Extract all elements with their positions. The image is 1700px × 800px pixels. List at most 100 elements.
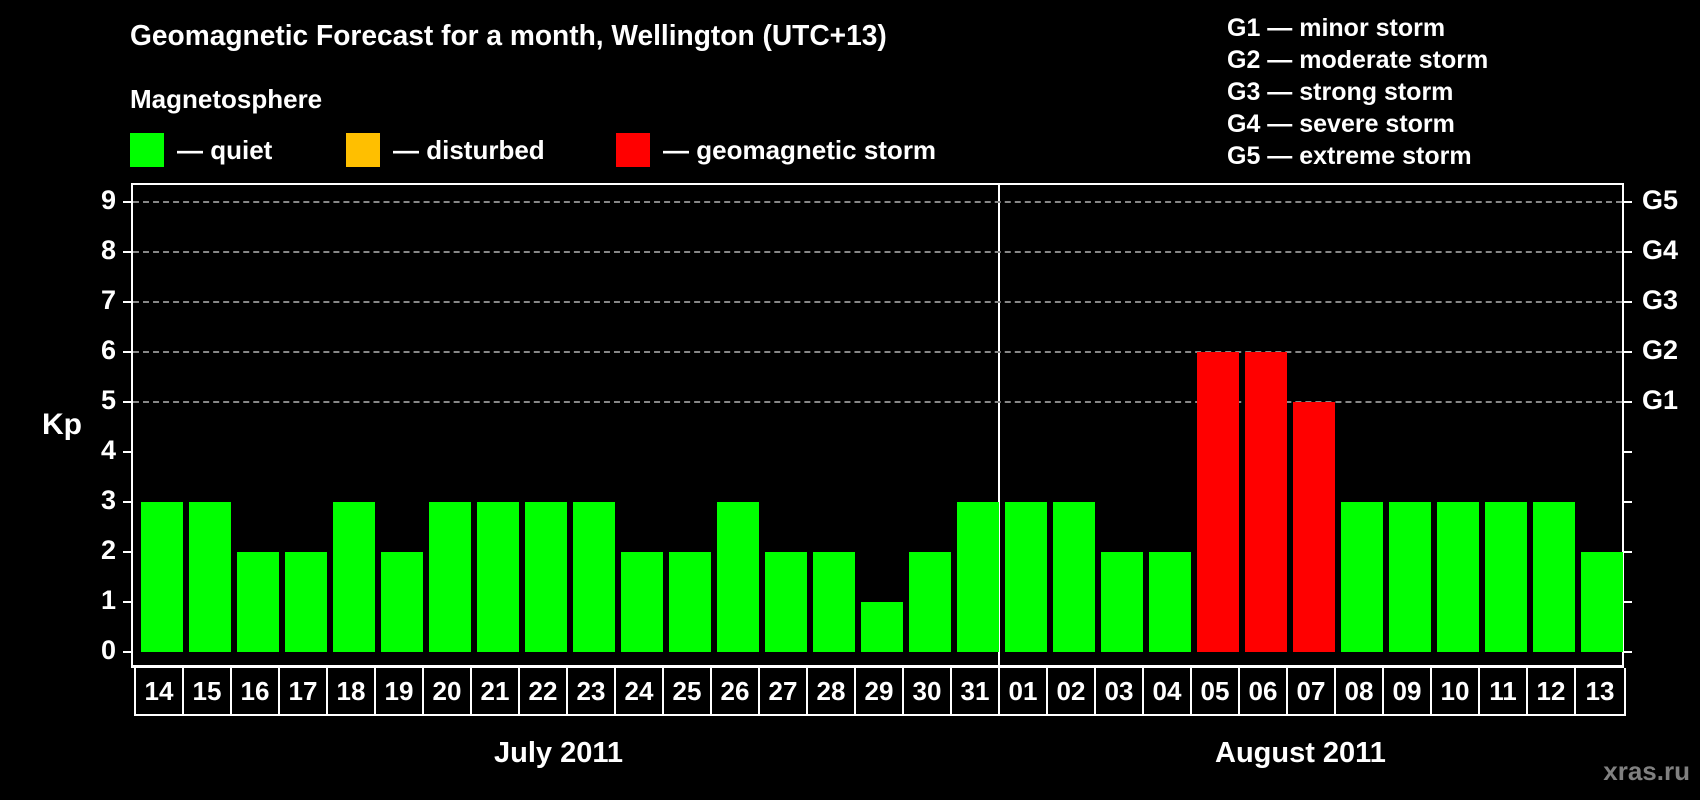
y-tick-label: 8 <box>100 235 116 265</box>
y-tick-label: 4 <box>100 435 116 465</box>
date-label: 09 <box>1384 668 1432 714</box>
storm-scale-g5: G5 — extreme storm <box>1227 142 1472 170</box>
storm-scale-legend: G1 — minor storm G2 — moderate storm G3 … <box>1227 12 1488 172</box>
legend-disturbed-label: — disturbed <box>393 134 545 165</box>
y-tick-label: 1 <box>100 585 116 615</box>
date-label: 14 <box>136 668 184 714</box>
disturbed-swatch-icon <box>346 133 380 167</box>
y-tick-label: 7 <box>100 285 116 315</box>
month-label-july: July 2011 <box>494 737 623 769</box>
bar-12 <box>1533 502 1575 652</box>
bar-08 <box>1341 502 1383 652</box>
date-label: 25 <box>664 668 712 714</box>
date-label: 08 <box>1336 668 1384 714</box>
storm-scale-g1: G1 — minor storm <box>1227 14 1446 42</box>
y-tick-label: 3 <box>100 485 116 515</box>
gridline-g2 <box>133 351 1622 353</box>
bar-14 <box>141 502 183 652</box>
bar-05 <box>1197 352 1239 652</box>
bar-01 <box>1005 502 1047 652</box>
gridline-g5 <box>133 201 1622 203</box>
bar-06 <box>1245 352 1287 652</box>
g-tick-label: G2 <box>1642 335 1679 365</box>
bar-29 <box>861 602 903 652</box>
bar-04 <box>1149 552 1191 652</box>
bar-24 <box>621 552 663 652</box>
date-label: 27 <box>760 668 808 714</box>
right-tick-mark <box>1624 201 1632 203</box>
y-tick-mark <box>123 501 131 503</box>
bar-20 <box>429 502 471 652</box>
right-tick-mark <box>1624 451 1632 453</box>
bar-13 <box>1581 552 1623 652</box>
storm-scale-g3: G3 — strong storm <box>1227 78 1454 106</box>
right-tick-mark <box>1624 301 1632 303</box>
bar-23 <box>573 502 615 652</box>
gridline-g4 <box>133 251 1622 253</box>
bar-26 <box>717 502 759 652</box>
date-label: 18 <box>328 668 376 714</box>
y-tick-mark <box>123 551 131 553</box>
g-tick-label: G4 <box>1642 235 1679 265</box>
bar-02 <box>1053 502 1095 652</box>
legend-quiet: — quiet <box>130 133 272 167</box>
y-tick-mark <box>123 201 131 203</box>
date-label: 20 <box>424 668 472 714</box>
right-tick-mark <box>1624 601 1632 603</box>
date-label: 21 <box>472 668 520 714</box>
y-tick-mark <box>123 601 131 603</box>
g-tick-label: G5 <box>1642 185 1679 215</box>
y-axis-title: Kp <box>42 408 82 441</box>
bar-28 <box>813 552 855 652</box>
right-tick-mark <box>1624 501 1632 503</box>
bar-11 <box>1485 502 1527 652</box>
y-tick-label: 5 <box>100 385 116 415</box>
month-label-august: August 2011 <box>1215 737 1386 769</box>
date-label: 23 <box>568 668 616 714</box>
date-label: 07 <box>1288 668 1336 714</box>
date-label: 04 <box>1144 668 1192 714</box>
bar-19 <box>381 552 423 652</box>
legend-quiet-label: — quiet <box>177 134 273 165</box>
right-tick-mark <box>1624 551 1632 553</box>
bar-15 <box>189 502 231 652</box>
date-label: 19 <box>376 668 424 714</box>
date-label: 28 <box>808 668 856 714</box>
date-label: 11 <box>1480 668 1528 714</box>
date-label: 05 <box>1192 668 1240 714</box>
right-tick-mark <box>1624 651 1632 653</box>
bar-30 <box>909 552 951 652</box>
storm-scale-g2: G2 — moderate storm <box>1227 46 1489 74</box>
bar-09 <box>1389 502 1431 652</box>
bar-16 <box>237 552 279 652</box>
bar-07 <box>1293 402 1335 652</box>
bar-21 <box>477 502 519 652</box>
y-tick-mark <box>123 351 131 353</box>
date-label: 15 <box>184 668 232 714</box>
g-tick-label: G3 <box>1642 285 1679 315</box>
legend-disturbed: — disturbed <box>346 133 545 167</box>
date-label: 26 <box>712 668 760 714</box>
date-label: 31 <box>952 668 1000 714</box>
date-label: 10 <box>1432 668 1480 714</box>
bar-25 <box>669 552 711 652</box>
date-label: 22 <box>520 668 568 714</box>
storm-swatch-icon <box>616 133 650 167</box>
legend-heading: Magnetosphere <box>130 84 323 114</box>
y-tick-mark <box>123 651 131 653</box>
storm-scale-g4: G4 — severe storm <box>1227 110 1455 138</box>
watermark: xras.ru <box>1603 756 1690 786</box>
bar-03 <box>1101 552 1143 652</box>
legend-storm: — geomagnetic storm <box>616 133 936 167</box>
legend-storm-label: — geomagnetic storm <box>663 134 937 165</box>
bar-17 <box>285 552 327 652</box>
date-label: 02 <box>1048 668 1096 714</box>
bar-31 <box>957 502 999 652</box>
y-tick-mark <box>123 301 131 303</box>
right-tick-mark <box>1624 401 1632 403</box>
plot-area <box>131 183 1624 668</box>
date-axis: 14 15 16 17 18 19 20 21 22 23 24 25 26 27 28 29 30 31 01 02… <box>134 668 1626 716</box>
right-tick-mark <box>1624 351 1632 353</box>
month-divider <box>998 185 1000 665</box>
y-tick-label: 2 <box>100 535 116 565</box>
